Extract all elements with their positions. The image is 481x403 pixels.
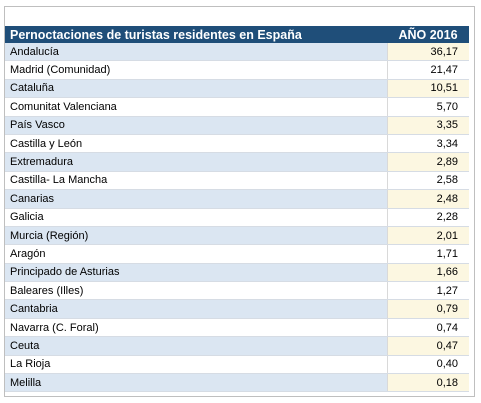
region-cell: Extremadura [5, 153, 387, 171]
region-cell: Castilla y León [5, 134, 387, 153]
value-cell: 1,66 [387, 263, 469, 282]
value-cell: 3,34 [387, 134, 469, 153]
header-title: Pernoctaciones de turistas residentes en… [10, 27, 302, 42]
table-row: Melilla 0,18 [5, 374, 469, 393]
value-cell: 2,01 [387, 226, 469, 245]
region-cell: Ceuta [5, 337, 387, 355]
table-row: Madrid (Comunidad) 21,47 [5, 61, 469, 80]
value-cell: 2,89 [387, 153, 469, 171]
region-cell: Cantabria [5, 300, 387, 318]
table-row: Aragón 1,71 [5, 245, 469, 264]
value-cell: 3,35 [387, 116, 469, 134]
region-cell: Castilla- La Mancha [5, 171, 387, 190]
value-cell: 21,47 [387, 61, 469, 79]
region-cell: Melilla [5, 374, 387, 392]
value-cell: 0,40 [387, 355, 469, 374]
value-cell: 0,79 [387, 300, 469, 318]
region-cell: La Rioja [5, 355, 387, 374]
table-row: La Rioja 0,40 [5, 355, 469, 375]
value-cell: 0,47 [387, 337, 469, 355]
header-year: AÑO 2016 [398, 27, 458, 42]
table-row: Navarra (C. Foral) 0,74 [5, 318, 469, 338]
table-row: Andalucía 36,17 [5, 43, 469, 62]
table-row: Castilla y León 3,34 [5, 134, 469, 154]
region-cell: Comunitat Valenciana [5, 98, 387, 116]
value-cell: 36,17 [387, 43, 469, 61]
table-row: Castilla- La Mancha 2,58 [5, 171, 469, 191]
region-cell: Baleares (Illes) [5, 282, 387, 300]
value-cell: 2,28 [387, 208, 469, 226]
table-row: Principado de Asturias 1,66 [5, 263, 469, 283]
table-row: Baleares (Illes) 1,27 [5, 282, 469, 301]
value-cell: 0,74 [387, 318, 469, 337]
table-row: Ceuta 0,47 [5, 337, 469, 356]
table-row: Comunitat Valenciana 5,70 [5, 98, 469, 117]
value-cell: 10,51 [387, 79, 469, 98]
region-cell: Aragón [5, 245, 387, 263]
table-row: Canarias 2,48 [5, 190, 469, 209]
region-cell: Galicia [5, 208, 387, 226]
value-cell: 0,18 [387, 374, 469, 392]
value-cell: 2,48 [387, 190, 469, 208]
region-cell: Murcia (Región) [5, 226, 387, 245]
table-row: Cataluña 10,51 [5, 79, 469, 99]
region-cell: Canarias [5, 190, 387, 208]
value-cell: 1,27 [387, 282, 469, 300]
table-row: Extremadura 2,89 [5, 153, 469, 172]
value-cell: 5,70 [387, 98, 469, 116]
value-cell: 1,71 [387, 245, 469, 263]
region-cell: Andalucía [5, 43, 387, 61]
table-row: Cantabria 0,79 [5, 300, 469, 319]
table-frame [4, 6, 475, 397]
region-cell: Navarra (C. Foral) [5, 318, 387, 337]
table-row: Galicia 2,28 [5, 208, 469, 227]
table-row: País Vasco 3,35 [5, 116, 469, 135]
region-cell: Cataluña [5, 79, 387, 98]
value-cell: 2,58 [387, 171, 469, 190]
table-body: Andalucía 36,17 Madrid (Comunidad) 21,47 Cat… [5, 43, 469, 393]
region-cell: País Vasco [5, 116, 387, 134]
table-row: Murcia (Región) 2,01 [5, 226, 469, 246]
table-header: Pernoctaciones de turistas residentes en… [5, 26, 469, 43]
region-cell: Madrid (Comunidad) [5, 61, 387, 79]
region-cell: Principado de Asturias [5, 263, 387, 282]
